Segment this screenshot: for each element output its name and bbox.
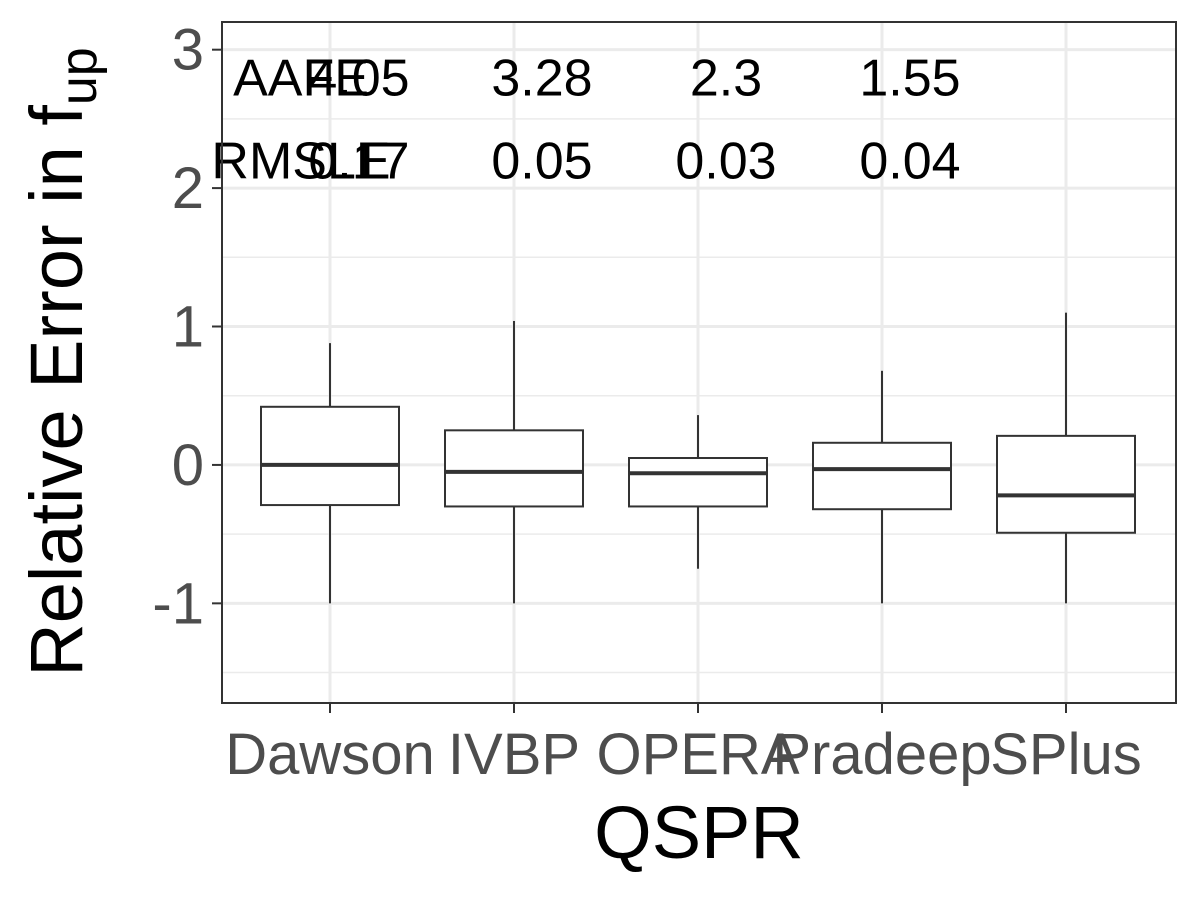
annotation-value: 2.3 <box>690 49 762 107</box>
y-tick-label: 0 <box>172 433 204 498</box>
x-axis-title: QSPR <box>594 791 804 874</box>
box-body <box>444 429 584 508</box>
box-pradeep <box>812 370 952 604</box>
annotation-value: 0.03 <box>675 132 776 190</box>
y-axis-title-subscript: up <box>50 47 108 105</box>
grid-lines <box>222 22 1176 703</box>
annotation-label: AAFE <box>233 49 369 107</box>
annotation-value: 0.05 <box>491 132 592 190</box>
x-tick-label: IVBP <box>448 722 580 787</box>
annotation-value: 4.05 <box>308 49 409 107</box>
y-tick-label: -1 <box>152 571 204 636</box>
box-body <box>260 405 400 507</box>
y-axis-title-main: Relative Error in f <box>15 105 98 677</box>
x-tick-label: Dawson <box>225 722 435 787</box>
y-axis-title: Relative Error in fup <box>15 47 108 676</box>
box-dawson <box>260 343 400 604</box>
x-tick-label: SPlus <box>990 722 1142 787</box>
box-body <box>812 441 952 511</box>
annotation-value: 0.04 <box>859 132 960 190</box>
y-axis: -1 0 1 2 3 <box>152 18 222 636</box>
box-opera <box>628 415 768 569</box>
y-tick-label: 3 <box>172 18 204 83</box>
box-splus <box>996 312 1136 604</box>
box-ivbp <box>444 320 584 604</box>
annotation-value: 1.55 <box>859 49 960 107</box>
x-tick-label: OPERA <box>596 722 799 787</box>
y-tick-label: 1 <box>172 295 204 360</box>
box-group <box>260 312 1136 604</box>
box-body <box>628 457 768 508</box>
box-body <box>996 434 1136 534</box>
annotation-label: RMSLE <box>211 132 390 190</box>
annotation-value: 3.28 <box>491 49 592 107</box>
y-tick-label: 2 <box>172 156 204 221</box>
x-tick-label: Pradeep <box>772 722 991 787</box>
annotation-value: 0.17 <box>308 132 409 190</box>
